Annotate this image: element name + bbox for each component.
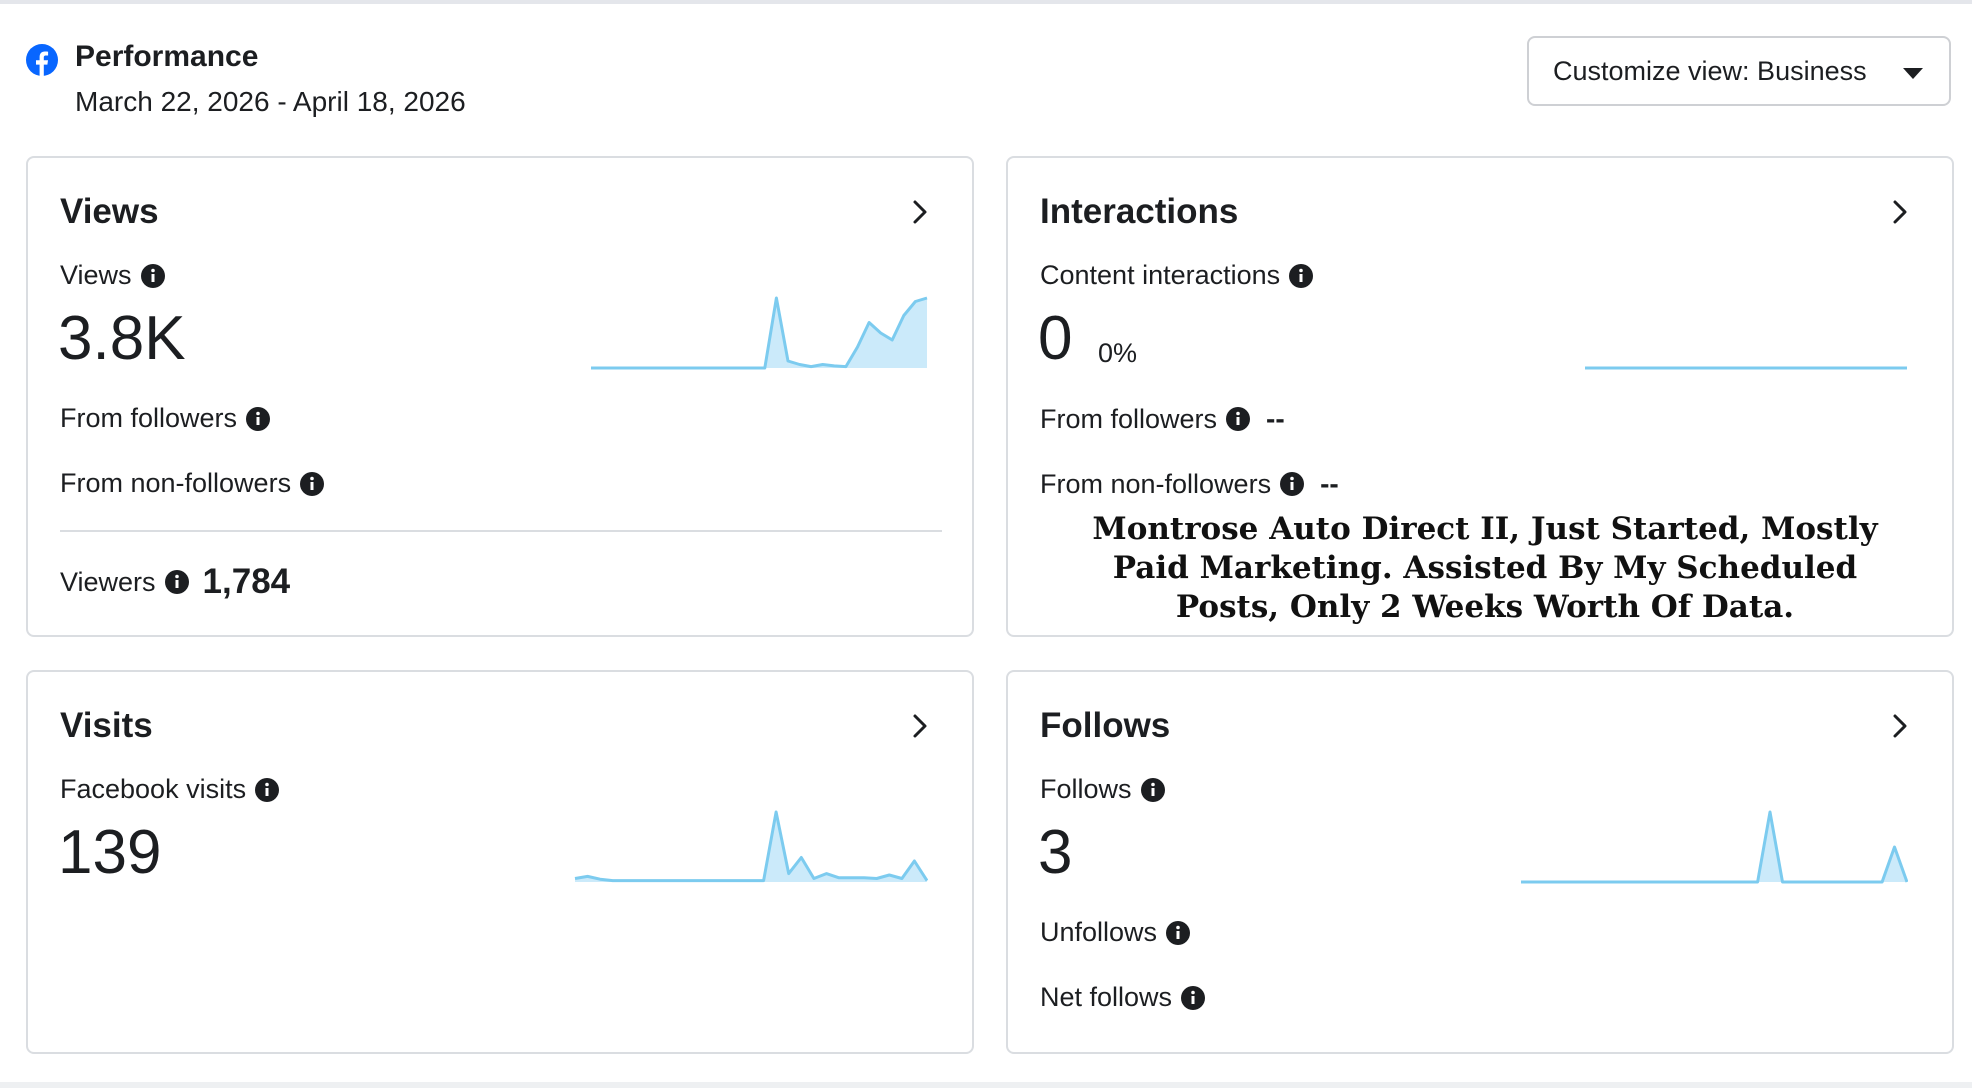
- from-followers-row: From followers --: [1040, 403, 1285, 435]
- content-interactions-label: Content interactions: [1040, 260, 1281, 290]
- customize-view-dropdown[interactable]: Customize view: Business: [1527, 36, 1951, 106]
- chevron-right-icon[interactable]: [902, 708, 938, 744]
- card-title: Follows: [1040, 706, 1171, 745]
- from-non-followers-value: --: [1320, 468, 1339, 499]
- facebook-visits-row: Facebook visits: [60, 774, 280, 805]
- follows-sparkline: [1521, 810, 1908, 884]
- viewers-row: Viewers 1,784: [60, 562, 290, 602]
- info-icon[interactable]: [1280, 472, 1305, 496]
- caret-down-icon: [1903, 68, 1923, 79]
- from-non-followers-label: From non-followers: [1040, 468, 1272, 499]
- info-icon[interactable]: [300, 471, 325, 496]
- unfollows-row: Unfollows: [1040, 917, 1191, 948]
- interactions-sparkline: [1585, 366, 1907, 370]
- card-title: Visits: [60, 706, 153, 745]
- overlay-caption: Montrose Auto Direct II, Just Started, M…: [1092, 511, 1878, 625]
- net-follows-label: Net follows: [1040, 982, 1173, 1012]
- customize-view-label: Customize view: Business: [1553, 56, 1867, 86]
- sparkline-line: [591, 296, 928, 370]
- info-icon[interactable]: [140, 263, 165, 288]
- interactions-percent: 0%: [1098, 338, 1138, 368]
- net-follows-row: Net follows: [1040, 982, 1206, 1013]
- chevron-right-icon[interactable]: [1882, 708, 1918, 744]
- interactions-card[interactable]: Interactions Content interactions 0 0% F…: [1006, 156, 1954, 637]
- visits-sparkline: [574, 810, 928, 883]
- sparkline-area: [591, 298, 927, 368]
- views-card[interactable]: Views Views 3.8K From followers From non…: [26, 156, 974, 637]
- from-followers-label: From followers: [1040, 403, 1218, 434]
- info-icon[interactable]: [246, 406, 271, 431]
- info-icon[interactable]: [1166, 920, 1191, 945]
- info-icon[interactable]: [1226, 407, 1251, 431]
- viewers-label: Viewers: [60, 566, 156, 597]
- page-title: Performance: [75, 40, 259, 73]
- sparkline-line: [1521, 810, 1908, 884]
- chevron-right-icon[interactable]: [902, 194, 938, 230]
- from-non-followers-row: From non-followers: [60, 468, 325, 499]
- views-label: Views: [60, 260, 132, 290]
- follows-row: Follows: [1040, 774, 1165, 805]
- viewers-value: 1,784: [202, 562, 291, 601]
- divider: [60, 530, 942, 532]
- from-non-followers-label: From non-followers: [60, 468, 292, 498]
- interactions-value: 0: [1038, 304, 1073, 373]
- from-followers-row: From followers: [60, 403, 271, 434]
- facebook-icon: [26, 44, 58, 76]
- sparkline-area: [575, 812, 927, 882]
- info-icon[interactable]: [1289, 263, 1314, 288]
- bottom-divider: [0, 1082, 1972, 1088]
- visits-value: 139: [58, 818, 162, 887]
- info-icon[interactable]: [1181, 985, 1206, 1010]
- from-non-followers-row: From non-followers --: [1040, 468, 1339, 500]
- from-followers-label: From followers: [60, 403, 238, 433]
- unfollows-label: Unfollows: [1040, 917, 1158, 947]
- top-divider: [0, 0, 1972, 4]
- card-title: Interactions: [1040, 192, 1239, 231]
- follows-label: Follows: [1040, 774, 1132, 804]
- follows-value: 3: [1038, 818, 1073, 887]
- facebook-visits-label: Facebook visits: [60, 774, 247, 804]
- follows-card[interactable]: Follows Follows 3 Unfollows Net follows: [1006, 670, 1954, 1054]
- from-followers-value: --: [1266, 403, 1285, 434]
- views-sparkline: [591, 296, 928, 370]
- info-icon[interactable]: [164, 570, 189, 594]
- views-metric-label: Views: [60, 260, 165, 291]
- views-value: 3.8K: [58, 304, 186, 373]
- content-interactions-row: Content interactions: [1040, 260, 1314, 291]
- card-title: Views: [60, 192, 159, 231]
- info-icon[interactable]: [1140, 777, 1165, 802]
- visits-card[interactable]: Visits Facebook visits 139: [26, 670, 974, 1054]
- sparkline-line: [574, 810, 928, 883]
- date-range: March 22, 2026 - April 18, 2026: [75, 86, 466, 117]
- chevron-right-icon[interactable]: [1882, 194, 1918, 230]
- sparkline-area: [1521, 812, 1907, 882]
- info-icon[interactable]: [255, 777, 280, 802]
